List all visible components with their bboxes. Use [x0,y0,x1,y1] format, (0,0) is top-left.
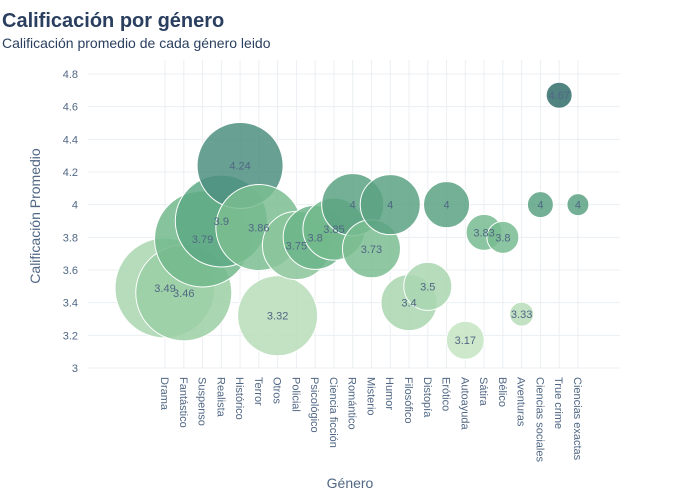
bubble-value-label: 4.24 [229,160,250,172]
x-tick-label: Autoayuda [458,377,470,430]
x-tick-label: Suspenso [196,377,208,426]
bubble-value-label: 4 [575,200,581,212]
bubble-ciencias-sociales[interactable] [526,191,554,219]
y-tick-label: 3.4 [63,298,78,310]
y-tick-label: 3 [72,363,78,375]
y-axis-title: Calificación Promedio [27,148,43,284]
bubble-ciencias-exactas[interactable] [566,193,590,217]
bubble-value-label: 3.5 [420,281,435,293]
bubble-value-label: 3.75 [286,241,307,253]
bubble-value-label: 3.83 [473,227,494,239]
bubble-otros[interactable] [237,275,319,357]
x-tick-label: Realista [214,377,226,418]
bubble-value-label: 3.8 [495,232,510,244]
bubble-value-label: 4 [387,200,393,212]
x-tick-label: Distopía [421,377,433,418]
bubble-value-label: 3.33 [511,309,532,321]
x-tick-label: Filosófico [402,377,414,423]
x-tick-label: Otros [271,377,283,404]
y-tick-label: 3.2 [63,330,78,342]
x-tick-label: Bélico [496,377,508,407]
chart-subtitle: Calificación promedio de cada género lei… [2,35,271,51]
x-tick-label: True crime [552,377,564,429]
x-axis-ticks: Drama Fantástico Suspenso Realista Histórico… [158,377,583,462]
bubble-value-label: 3.49 [154,283,175,295]
bubble-value-label: 3.46 [173,288,194,300]
bubble-erótico[interactable] [423,181,471,229]
bubble-value-label: 3.9 [214,216,229,228]
x-tick-label: Misterio [364,377,376,416]
bubble-true-crime[interactable] [545,81,573,109]
bubble-value-label: 3.73 [361,244,382,256]
x-tick-label: Ciencia ficción [327,377,339,448]
bubble-value-label: 3.79 [192,234,213,246]
bubble-value-label: 4 [537,200,543,212]
x-tick-label: Ciencias sociales [533,377,545,462]
bubble-value-label: 3.85 [323,224,344,236]
bubble-aventuras[interactable] [509,301,535,327]
x-tick-label: Histórico [233,377,245,420]
x-tick-label: Psicológico [308,377,320,433]
y-tick-label: 4 [72,200,78,212]
x-tick-label: Humor [383,377,395,410]
y-tick-label: 4.6 [63,102,78,114]
y-tick-label: 4.8 [63,69,78,81]
bubble-value-label: 3.32 [267,311,288,323]
bubble-value-label: 3.8 [308,232,323,244]
x-tick-label: Drama [158,377,170,411]
bubble-value-label: 3.86 [248,223,269,235]
x-tick-label: Aventuras [515,377,527,427]
x-tick-label: Policial [289,377,301,412]
y-tick-label: 3.8 [63,232,78,244]
bubble-value-label: 4.67 [548,90,569,102]
y-tick-label: 4.2 [63,167,78,179]
x-tick-label: Fantástico [177,377,189,428]
bubble-humor[interactable] [359,174,421,236]
bubble-labels: 3.493.463.793.94.243.863.323.753.83.8543… [154,90,581,347]
x-tick-label: Sátira [477,377,489,407]
y-tick-label: 4.4 [63,134,78,146]
bubble-value-label: 4 [443,200,449,212]
x-tick-label: Ciencias exactas [571,377,583,461]
y-tick-label: 3.6 [63,265,78,277]
x-tick-label: Romántico [346,377,358,430]
bubble-value-label: 4 [350,200,356,212]
x-axis-title: Género [327,475,374,491]
y-axis-ticks: 3 3.2 3.4 3.6 3.8 4 4.2 4.4 4.6 4.8 [63,69,78,375]
x-tick-label: Erótico [440,377,452,411]
bubble-bélico[interactable] [486,220,520,254]
bubbles [114,81,590,360]
bubble-value-label: 3.4 [401,298,416,310]
bubble-distopía[interactable] [403,261,453,311]
x-tick-label: Terror [252,377,264,406]
bubble-autoayuda[interactable] [445,320,485,360]
chart-title: Calificación por género [2,10,225,32]
bubble-value-label: 3.17 [455,335,476,347]
